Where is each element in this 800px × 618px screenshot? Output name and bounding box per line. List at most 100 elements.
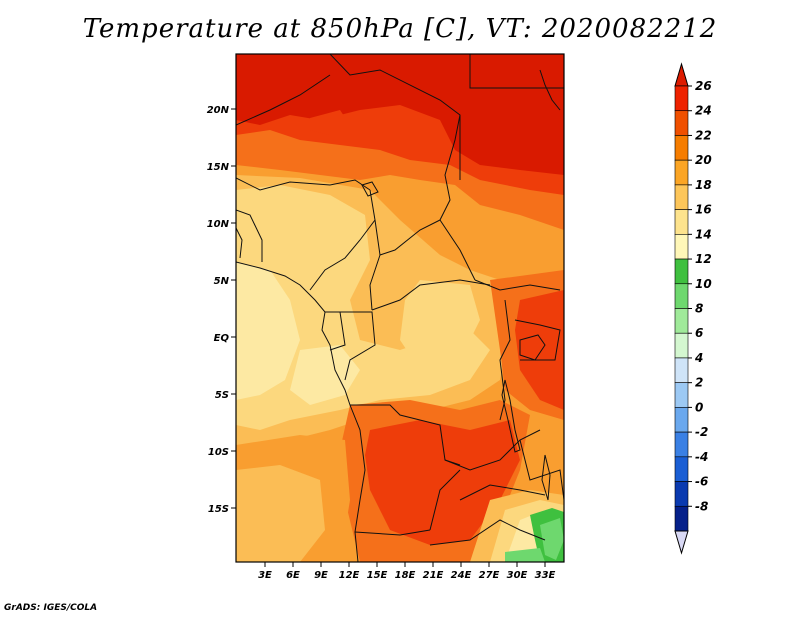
border-sa: [429, 519, 546, 546]
lon-label: 24E: [451, 570, 472, 581]
colorbar-label: 14: [695, 227, 712, 241]
lon-label: 3E: [258, 570, 272, 581]
lake-chad: [361, 181, 379, 197]
colorbar-segment: [674, 382, 689, 408]
lat-label: 5S: [215, 390, 229, 401]
lat-label: 10S: [208, 447, 229, 458]
colorbar-segment: [674, 456, 689, 482]
field-east-24: [515, 290, 564, 410]
colorbar-label: 10: [695, 277, 712, 291]
colorbar-bottom-arrow: [674, 530, 689, 555]
colorbar-segment: [674, 234, 689, 260]
coastline-gulf: [236, 261, 366, 562]
border-nigeria-cameroon: [309, 189, 376, 291]
colorbar-segment: [674, 258, 689, 285]
border-drc-east: [499, 299, 511, 421]
lat-label: 20N: [207, 105, 230, 116]
border-niger-nigeria: [236, 177, 371, 191]
border-angola-south: [354, 529, 431, 536]
lon-label: 27E: [479, 570, 500, 581]
colorbar-label: 0: [695, 400, 703, 414]
colorbar-segment: [674, 184, 689, 210]
field-patch-24: [310, 110, 350, 135]
colorbar-label: -2: [695, 425, 708, 439]
lat-label: 5N: [214, 276, 230, 287]
field-se-10b: [505, 548, 545, 562]
field-west-14: [236, 262, 300, 400]
colorbar-label: 12: [695, 252, 712, 266]
colorbar-segment: [674, 135, 689, 161]
colorbar-label: 4: [694, 351, 703, 365]
field-se-10: [540, 518, 564, 560]
map-frame: [235, 53, 565, 563]
chart-title: Temperature at 850hPa [C], VT: 202008221…: [82, 14, 718, 44]
colorbar-segment: [674, 481, 689, 507]
colorbar-label: -4: [695, 450, 708, 464]
border-west-coast: [236, 227, 243, 259]
field-north-26: [236, 54, 564, 175]
border-cameroon-car: [369, 219, 381, 311]
border-congo: [340, 311, 376, 381]
colorbar-label: 20: [695, 153, 712, 167]
lon-axis: 3E 6E 9E 12E 15E 18E 21E 24E 27E 30E 33E: [258, 562, 556, 581]
lake-malawi: [541, 454, 551, 501]
lon-label: 21E: [423, 570, 444, 581]
colorbar-label: 26: [695, 79, 712, 93]
grads-credit: GrADS: IGES/COLA: [4, 603, 98, 613]
colorbar-label: 18: [695, 178, 712, 192]
border-uganda: [514, 319, 561, 361]
border-libya-chad: [329, 54, 461, 180]
political-borders: [236, 54, 564, 562]
border-egypt-sudan: [469, 54, 564, 89]
field-southwest-18: [236, 465, 325, 562]
colorbar-segment: [674, 209, 689, 235]
lat-axis: 20N 15N 10N 5N EQ 5S 10S 15S: [207, 105, 236, 515]
lat-label: 15S: [208, 504, 229, 515]
lon-label: 30E: [507, 570, 528, 581]
border-zimbabwe: [459, 484, 546, 501]
colorbar-segment: [674, 407, 689, 433]
colorbar-label: -8: [695, 499, 708, 513]
colorbar-segment: [674, 308, 689, 334]
lon-label: 33E: [535, 570, 556, 581]
colorbar-segment: [674, 357, 689, 383]
lon-label: 6E: [286, 570, 300, 581]
colorbar-label: 22: [695, 128, 712, 142]
border-car-drc: [371, 279, 491, 311]
lat-label: 15N: [207, 162, 230, 173]
colorbar-label: 8: [695, 302, 703, 316]
lake-tanganyika: [501, 379, 521, 453]
colorbar-label: 6: [695, 326, 703, 340]
border-zambia: [444, 429, 541, 471]
field-inner-14: [290, 345, 360, 405]
border-mozambique: [519, 439, 564, 501]
colorbar-label: 16: [695, 203, 712, 217]
colorbar-segment: [674, 505, 689, 532]
border-namibia-botswana: [429, 469, 461, 531]
colorbar-segment: [674, 85, 689, 112]
colorbar-label: -6: [695, 475, 708, 489]
field-inner-16: [400, 280, 480, 370]
lon-label: 15E: [367, 570, 388, 581]
colorbar-segment: [674, 159, 689, 186]
border-gabon: [325, 311, 346, 351]
temperature-field: [236, 54, 564, 562]
lat-label: EQ: [214, 333, 230, 344]
border-car-sudan: [379, 219, 441, 256]
lon-label: 12E: [339, 570, 360, 581]
colorbar-segment: [674, 283, 689, 309]
border-south-sudan: [474, 279, 561, 291]
colorbar-segment: [674, 431, 689, 458]
lon-label: 18E: [395, 570, 416, 581]
border-chad-east: [439, 114, 476, 281]
colorbar-top-arrow: [674, 62, 689, 87]
colorbar-label: 24: [695, 104, 712, 118]
field-south-24: [365, 420, 520, 545]
lat-label: 10N: [207, 219, 230, 230]
lake-victoria: [519, 334, 546, 361]
colorbar-segment: [674, 332, 689, 359]
lon-label: 9E: [314, 570, 328, 581]
border-niger-north: [236, 74, 331, 126]
